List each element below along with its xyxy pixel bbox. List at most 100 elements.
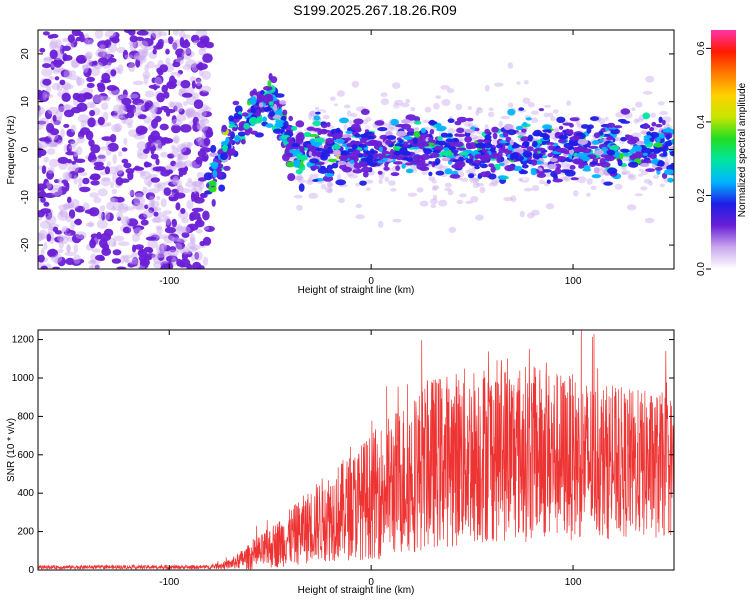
heatmap-blob <box>542 124 553 130</box>
heatmap-blob <box>89 175 97 180</box>
heatmap-blob <box>72 163 79 173</box>
heatmap-blob <box>492 153 498 157</box>
heatmap-blob <box>66 243 71 254</box>
heatmap-blob <box>555 148 565 153</box>
heatmap-blob <box>521 128 527 133</box>
heatmap-blob <box>444 168 453 175</box>
heatmap-blob <box>475 214 484 221</box>
heatmap-blob <box>128 259 141 265</box>
heatmap-blob <box>195 82 203 90</box>
heatmap-blob <box>495 177 501 184</box>
heatmap-blob <box>133 227 143 237</box>
heatmap-blob <box>98 211 104 220</box>
heatmap-blob <box>159 243 166 254</box>
heatmap-blob <box>483 139 491 144</box>
heatmap-blob <box>82 177 90 185</box>
heatmap-blob <box>273 128 283 134</box>
heatmap-blob <box>534 147 546 152</box>
heatmap-blob <box>68 139 76 145</box>
heatmap-blob <box>587 124 594 129</box>
heatmap-blob <box>346 110 352 117</box>
heatmap-blob <box>53 141 58 148</box>
heatmap-blob <box>186 223 199 231</box>
heatmap-blob <box>197 62 204 71</box>
heatmap-blob <box>59 79 66 86</box>
heatmap-blob <box>211 161 219 170</box>
heatmap-blob <box>542 135 550 141</box>
heatmap-blob <box>48 158 59 168</box>
heatmap-blob <box>466 117 474 122</box>
heatmap-blob <box>310 165 320 170</box>
heatmap-blob <box>339 150 350 157</box>
heatmap-blob <box>605 109 611 114</box>
heatmap-blob <box>262 116 267 122</box>
heatmap-blob <box>52 60 65 66</box>
heatmap-blob <box>621 170 631 175</box>
heatmap-blob <box>249 96 257 106</box>
heatmap-blob <box>642 91 653 95</box>
heatmap-blob <box>65 151 76 156</box>
heatmap-blob <box>437 136 443 141</box>
heatmap-blob <box>524 187 533 192</box>
heatmap-blob <box>153 183 163 189</box>
heatmap-blob <box>179 258 191 268</box>
heatmap-blob <box>393 151 402 156</box>
heatmap-blob <box>87 154 97 163</box>
heatmap-blob <box>42 91 47 101</box>
heatmap-blob <box>498 120 503 128</box>
heatmap-blob <box>549 157 558 162</box>
heatmap-blob <box>159 64 169 73</box>
heatmap-blob <box>377 220 384 228</box>
heatmap-blob <box>118 113 129 121</box>
heatmap-blob <box>220 140 229 146</box>
heatmap-blob <box>68 74 80 81</box>
heatmap-blob <box>185 47 192 56</box>
heatmap-blob <box>142 209 154 219</box>
heatmap-blob <box>607 118 614 124</box>
heatmap-blob <box>519 210 525 218</box>
heatmap-blob <box>413 120 422 125</box>
heatmap-blob <box>55 45 63 50</box>
heatmap-blob <box>209 152 218 158</box>
heatmap-blob <box>204 106 212 112</box>
heatmap-blob <box>150 32 157 41</box>
heatmap-blob <box>102 50 112 59</box>
heatmap-blob <box>665 127 672 133</box>
heatmap-blob <box>180 188 191 193</box>
heatmap-blob <box>106 85 118 91</box>
heatmap-blob <box>232 127 237 132</box>
heatmap-blob <box>153 211 159 217</box>
heatmap-blob <box>148 207 155 214</box>
heatmap-blob <box>196 116 208 122</box>
heatmap-blob <box>171 39 179 50</box>
heatmap-blob <box>438 199 448 207</box>
heatmap-blob <box>201 111 212 118</box>
heatmap-blob <box>335 179 347 186</box>
heatmap-blob <box>385 126 395 132</box>
heatmap-blob <box>43 57 53 63</box>
heatmap-blob <box>185 181 198 188</box>
heatmap-blob <box>649 131 660 139</box>
heatmap-blob <box>355 182 360 187</box>
heatmap-blob <box>476 107 482 111</box>
heatmap-blob <box>154 76 163 87</box>
heatmap-blob <box>384 176 390 182</box>
heatmap-blob <box>107 142 119 152</box>
heatmap-blob <box>183 160 193 168</box>
heatmap-blob <box>136 30 149 36</box>
heatmap-blob <box>47 183 54 191</box>
heatmap-blob <box>360 157 370 162</box>
heatmap-blob <box>317 167 329 174</box>
heatmap-blob <box>124 104 133 113</box>
heatmap-blob <box>52 266 61 269</box>
heatmap-blob <box>547 112 554 118</box>
heatmap-blob <box>243 122 250 130</box>
heatmap-blob <box>627 170 637 176</box>
heatmap-blob <box>500 115 511 120</box>
heatmap-blob <box>598 196 603 203</box>
heatmap-blob <box>554 163 562 170</box>
heatmap-blob <box>43 156 50 163</box>
heatmap-blob <box>202 256 209 266</box>
heatmap-blob <box>436 140 447 146</box>
heatmap-blob <box>550 116 556 122</box>
